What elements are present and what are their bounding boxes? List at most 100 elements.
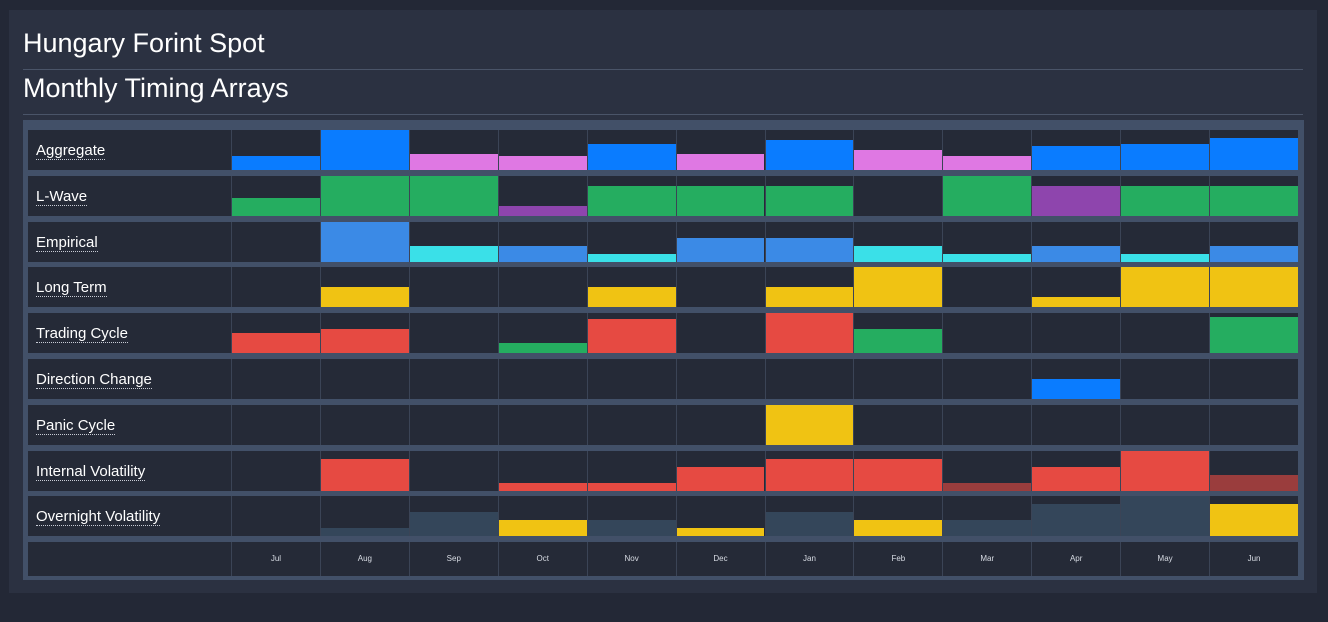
cell-long-term-may <box>1120 267 1210 307</box>
cell-empirical-dec <box>675 222 765 262</box>
cell-trading-cycle-oct <box>497 313 587 353</box>
cell-panic-cycle-jun <box>1209 405 1298 445</box>
bar <box>1210 186 1298 216</box>
bar <box>409 176 498 216</box>
bar <box>765 313 854 353</box>
cell-panic-cycle-aug <box>319 405 409 445</box>
cell-l-wave-mar <box>942 176 1032 216</box>
row-label-cell: Long Term <box>28 267 231 307</box>
cell-empirical-aug <box>319 222 409 262</box>
month-label-jan: Jan <box>764 542 854 576</box>
cell-direction-change-may <box>1120 359 1209 399</box>
bar <box>587 144 676 170</box>
cell-internal-volatility-may <box>1120 451 1210 491</box>
cell-overnight-volatility-jun <box>1209 496 1298 536</box>
cell-empirical-jan <box>764 222 854 262</box>
row-overnight-volatility: Overnight Volatility <box>28 496 1298 536</box>
bar <box>1210 317 1298 353</box>
cell-internal-volatility-sep <box>408 451 498 491</box>
row-label-cell: Direction Change <box>28 359 231 399</box>
row-label[interactable]: Internal Volatility <box>36 463 146 481</box>
bar <box>1032 146 1121 170</box>
cell-long-term-feb <box>853 267 943 307</box>
bar <box>498 206 587 216</box>
cell-l-wave-jan <box>764 176 854 216</box>
bar <box>1121 144 1210 170</box>
row-label[interactable]: Long Term <box>36 279 107 297</box>
cell-panic-cycle-oct <box>497 405 587 445</box>
cell-trading-cycle-jun <box>1209 313 1298 353</box>
cell-direction-change-apr <box>1031 359 1121 399</box>
cell-aggregate-jun <box>1209 130 1298 170</box>
month-axis: Jul Aug Sep Oct Nov Dec Jan Feb Mar Apr May Jun <box>28 542 1298 576</box>
row-panic-cycle: Panic Cycle <box>28 405 1298 445</box>
bar <box>854 150 943 170</box>
cell-overnight-volatility-jan <box>764 496 854 536</box>
bar <box>232 156 320 170</box>
bar <box>765 238 854 262</box>
bar <box>765 186 854 216</box>
bar <box>498 483 587 491</box>
cell-direction-change-jun <box>1209 359 1298 399</box>
bar <box>498 343 587 353</box>
cell-long-term-oct <box>497 267 587 307</box>
bar <box>943 520 1032 536</box>
cell-aggregate-dec <box>675 130 765 170</box>
month-label-dec: Dec <box>675 542 765 576</box>
cell-l-wave-jul <box>231 176 320 216</box>
row-long-term: Long Term <box>28 267 1298 307</box>
cell-l-wave-nov <box>586 176 676 216</box>
bar <box>587 520 676 536</box>
cell-overnight-volatility-jul <box>231 496 320 536</box>
row-label-cell: Panic Cycle <box>28 405 231 445</box>
bar <box>854 246 943 262</box>
cell-direction-change-sep <box>408 359 498 399</box>
row-label[interactable]: L-Wave <box>36 188 88 206</box>
row-label[interactable]: Aggregate <box>36 142 106 160</box>
bar <box>854 267 943 307</box>
row-label-cell: Empirical <box>28 222 231 262</box>
cell-empirical-mar <box>942 222 1032 262</box>
bar <box>676 186 765 216</box>
cell-internal-volatility-nov <box>586 451 676 491</box>
cell-trading-cycle-jan <box>764 313 854 353</box>
timing-array-grid: Aggregate L-Wave Empirical Long Term Trading… <box>23 120 1304 580</box>
cell-overnight-volatility-may <box>1120 496 1210 536</box>
cell-l-wave-aug <box>319 176 409 216</box>
cell-trading-cycle-mar <box>942 313 1031 353</box>
bar <box>943 254 1032 262</box>
cell-trading-cycle-apr <box>1031 313 1120 353</box>
cell-l-wave-apr <box>1031 176 1121 216</box>
cell-overnight-volatility-nov <box>586 496 676 536</box>
cell-direction-change-jan <box>764 359 854 399</box>
title-divider <box>23 69 1303 70</box>
cell-panic-cycle-nov <box>586 405 676 445</box>
cell-l-wave-oct <box>497 176 587 216</box>
cell-internal-volatility-jun <box>1209 451 1298 491</box>
bar <box>1032 246 1121 262</box>
cell-aggregate-oct <box>497 130 587 170</box>
bar <box>320 176 409 216</box>
bar <box>1121 496 1210 536</box>
bar <box>498 520 587 536</box>
cell-aggregate-sep <box>408 130 498 170</box>
row-label[interactable]: Panic Cycle <box>36 417 116 435</box>
cell-internal-volatility-aug <box>319 451 409 491</box>
bar <box>1032 467 1121 491</box>
bar <box>765 512 854 536</box>
row-l-wave: L-Wave <box>28 176 1298 216</box>
row-label-cell: Aggregate <box>28 130 231 170</box>
bar <box>320 528 409 536</box>
cell-aggregate-may <box>1120 130 1210 170</box>
cell-aggregate-jul <box>231 130 320 170</box>
row-label[interactable]: Trading Cycle <box>36 325 128 343</box>
row-label[interactable]: Overnight Volatility <box>36 508 161 526</box>
cell-empirical-nov <box>586 222 676 262</box>
bar <box>1210 475 1298 491</box>
cell-overnight-volatility-aug <box>319 496 409 536</box>
row-label-cell: Trading Cycle <box>28 313 231 353</box>
month-label-may: May <box>1120 542 1209 576</box>
row-label[interactable]: Direction Change <box>36 371 152 389</box>
cell-empirical-apr <box>1031 222 1121 262</box>
row-label[interactable]: Empirical <box>36 234 98 252</box>
